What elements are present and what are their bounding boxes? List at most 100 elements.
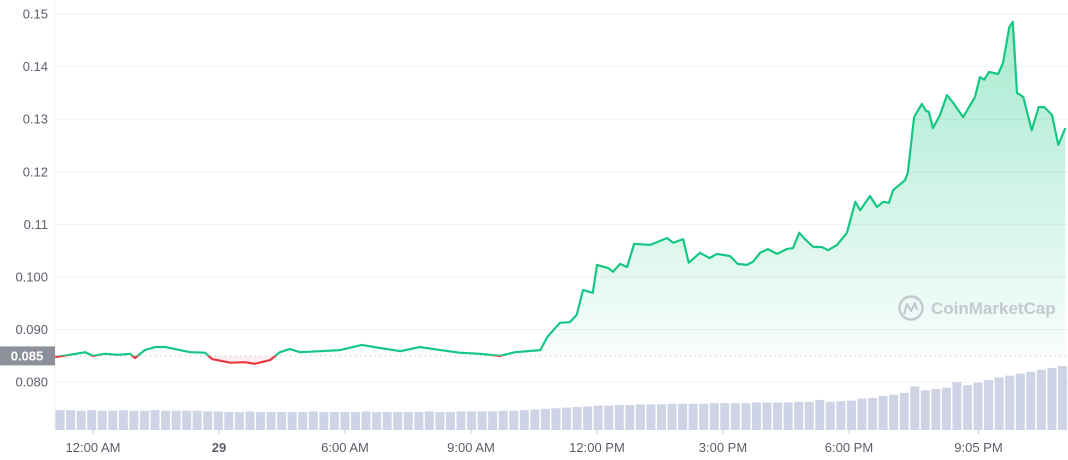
volume-bar <box>108 410 118 430</box>
y-tick-label: 0.13 <box>23 112 48 127</box>
volume-bar <box>583 406 593 430</box>
volume-bar <box>298 412 308 430</box>
volume-bar <box>519 410 529 430</box>
volume-bar <box>213 411 223 430</box>
volume-bar <box>783 402 793 430</box>
volume-bar <box>234 412 244 430</box>
volume-bars <box>55 366 1067 430</box>
volume-bar <box>857 398 867 430</box>
volume-bar <box>97 410 107 430</box>
reference-price-label: 0.085 <box>11 348 44 363</box>
volume-bar <box>730 403 740 430</box>
volume-bar <box>445 412 455 430</box>
volume-bar <box>540 408 550 430</box>
volume-bar <box>762 402 772 430</box>
volume-bar <box>931 389 941 430</box>
volume-bar <box>350 412 361 430</box>
volume-bar <box>846 400 856 430</box>
y-tick-label: 0.090 <box>15 322 48 337</box>
volume-bar <box>815 399 825 430</box>
y-tick-label: 0.080 <box>15 375 48 390</box>
volume-bar <box>192 410 202 430</box>
volume-bar <box>551 408 561 430</box>
price-line-up <box>55 20 1067 356</box>
volume-bar <box>572 406 582 430</box>
volume-bar <box>920 390 930 430</box>
volume-bar <box>836 401 846 430</box>
volume-bar <box>382 412 392 430</box>
volume-bar <box>488 411 498 430</box>
volume-bar <box>329 412 339 430</box>
volume-bar <box>878 396 888 430</box>
volume-bar <box>530 409 540 430</box>
volume-bar <box>150 410 160 430</box>
volume-bar <box>403 412 413 430</box>
volume-bar <box>66 410 76 430</box>
volume-bar <box>952 382 962 430</box>
volume-bar <box>1057 366 1067 430</box>
volume-bar <box>773 402 783 430</box>
volume-bar <box>435 412 445 430</box>
volume-bar <box>678 403 688 430</box>
volume-bar <box>129 410 139 430</box>
volume-bar <box>414 412 424 430</box>
y-tick-label: 0.15 <box>23 7 48 22</box>
volume-bar <box>635 404 645 430</box>
watermark: CoinMarketCap <box>898 295 1056 321</box>
volume-bar <box>720 403 730 430</box>
volume-bar <box>118 410 128 430</box>
y-tick-label: 0.100 <box>15 270 48 285</box>
volume-bar <box>319 412 329 430</box>
volume-bar <box>139 410 149 430</box>
x-tick-label: 29 <box>212 440 226 455</box>
volume-bar <box>688 403 698 430</box>
volume-bar <box>667 403 677 430</box>
volume-bar <box>751 402 761 430</box>
volume-bar <box>889 394 899 430</box>
volume-bar <box>646 404 656 430</box>
volume-bar <box>308 411 318 430</box>
volume-bar <box>984 380 994 430</box>
volume-bar <box>868 398 878 430</box>
volume-bar <box>361 411 371 430</box>
volume-bar <box>1015 373 1025 430</box>
volume-bar <box>1026 371 1036 430</box>
volume-bar <box>87 410 97 430</box>
volume-bar <box>372 412 382 430</box>
volume-bar <box>910 386 920 430</box>
volume-bar <box>340 412 350 430</box>
x-tick-label: 6:00 AM <box>321 440 369 455</box>
volume-bar <box>709 403 719 430</box>
x-tick-label: 12:00 PM <box>569 440 625 455</box>
volume-bar <box>287 412 297 430</box>
watermark-text: CoinMarketCap <box>931 299 1056 318</box>
x-tick-label: 3:00 PM <box>699 440 747 455</box>
coinmarketcap-logo-icon <box>898 295 924 321</box>
volume-bar <box>182 410 192 430</box>
volume-bar <box>1005 375 1015 430</box>
y-tick-label: 0.12 <box>23 164 48 179</box>
volume-bar <box>76 410 86 430</box>
volume-bar <box>562 407 572 430</box>
volume-bar <box>941 387 951 430</box>
x-tick-label: 12:00 AM <box>66 440 121 455</box>
volume-bar <box>203 411 213 430</box>
y-tick-label: 0.11 <box>24 217 48 232</box>
volume-bar <box>393 412 403 430</box>
volume-bar <box>614 405 624 430</box>
volume-bar <box>962 385 973 430</box>
volume-bar <box>509 410 519 430</box>
volume-bar <box>55 410 65 430</box>
volume-bar <box>994 377 1004 430</box>
price-line-down <box>55 355 505 365</box>
volume-bar <box>277 412 287 430</box>
reference-price-tag: 0.085 <box>0 346 55 366</box>
volume-bar <box>424 411 434 430</box>
x-axis: 12:00 AM 29 6:00 AM 9:00 AM 12:00 PM 3:00 PM 6… <box>66 430 1003 455</box>
volume-bar <box>699 403 709 430</box>
volume-bar <box>255 412 266 430</box>
volume-bar <box>171 410 181 430</box>
volume-bar <box>656 404 667 430</box>
x-tick-label: 9:00 AM <box>447 440 495 455</box>
volume-bar <box>794 401 804 430</box>
